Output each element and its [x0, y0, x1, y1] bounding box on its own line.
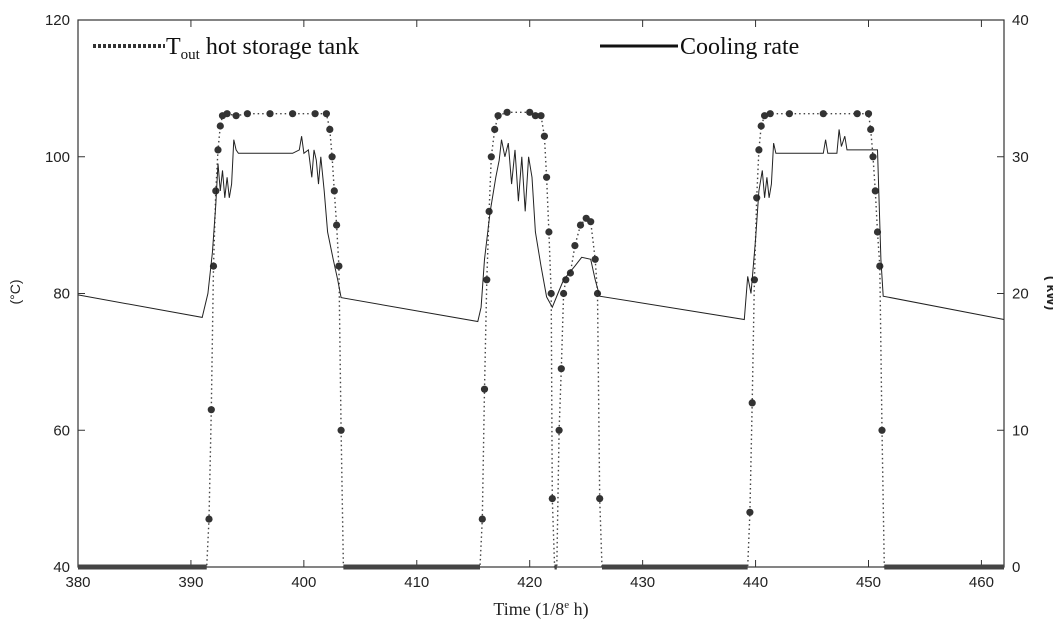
- point-tout-hot-storage-tank: [548, 495, 556, 503]
- x-axis-ticks: 380 390 400 410 420 430 440 450 460: [65, 20, 994, 591]
- point-tout-hot-storage-tank: [326, 125, 334, 133]
- x-tick-label: 380: [65, 574, 90, 591]
- point-tout-hot-storage-tank: [755, 146, 763, 154]
- point-tout-hot-storage-tank: [494, 112, 502, 120]
- point-tout-hot-storage-tank: [543, 173, 551, 181]
- point-tout-hot-storage-tank: [335, 262, 343, 270]
- point-tout-hot-storage-tank: [214, 146, 222, 154]
- y-left-axis-ticks: 40 60 80 100 120: [45, 12, 85, 576]
- y-right-axis-title: ( kW): [1044, 276, 1053, 310]
- y-left-axis-title: (°C): [7, 279, 23, 304]
- point-tout-hot-storage-tank: [766, 110, 774, 118]
- series-layer: [77, 108, 1005, 570]
- point-tout-hot-storage-tank: [207, 406, 215, 414]
- point-tout-hot-storage-tank: [547, 289, 555, 298]
- point-tout-hot-storage-tank: [871, 187, 879, 195]
- point-tout-hot-storage-tank: [555, 426, 563, 434]
- plot-frame: [77, 19, 1005, 568]
- y-left-tick-label: 100: [45, 149, 70, 166]
- series-tout-hot-storage-tank: [78, 111, 1004, 568]
- point-tout-hot-storage-tank: [591, 255, 599, 263]
- y-right-tick-label: 20: [1012, 286, 1029, 303]
- point-tout-hot-storage-tank: [328, 153, 336, 161]
- point-tout-hot-storage-tank: [483, 276, 491, 284]
- y-right-tick-label: 30: [1012, 149, 1029, 166]
- point-tout-hot-storage-tank: [212, 187, 220, 195]
- point-tout-hot-storage-tank: [819, 110, 827, 118]
- point-tout-hot-storage-tank: [232, 112, 240, 120]
- point-tout-hot-storage-tank: [330, 187, 338, 195]
- y-left-tick-label: 120: [45, 12, 70, 29]
- point-tout-hot-storage-tank: [566, 269, 575, 277]
- point-tout-hot-storage-tank: [209, 262, 218, 270]
- x-tick-label: 390: [178, 574, 203, 591]
- x-tick-label: 400: [291, 574, 316, 591]
- point-tout-hot-storage-tank: [576, 221, 585, 229]
- point-tout-hot-storage-tank: [333, 221, 341, 229]
- y-left-tick-label: 80: [53, 286, 70, 303]
- point-tout-hot-storage-tank: [503, 108, 511, 116]
- point-tout-hot-storage-tank: [487, 153, 495, 161]
- y-right-tick-label: 10: [1012, 422, 1029, 439]
- point-tout-hot-storage-tank: [761, 112, 769, 120]
- point-tout-hot-storage-tank: [531, 112, 540, 120]
- y-right-axis-ticks: 0 10 20 30 40: [997, 12, 1029, 576]
- point-tout-hot-storage-tank: [485, 207, 493, 215]
- x-tick-label: 440: [743, 574, 768, 591]
- point-tout-hot-storage-tank: [560, 289, 568, 298]
- x-tick-label: 450: [856, 574, 881, 591]
- point-tout-hot-storage-tank: [746, 508, 754, 516]
- point-tout-hot-storage-tank: [243, 110, 251, 118]
- point-tout-hot-storage-tank: [478, 515, 486, 523]
- point-tout-hot-storage-tank: [480, 385, 489, 393]
- y-right-tick-label: 0: [1012, 559, 1020, 576]
- point-tout-hot-storage-tank: [748, 399, 756, 407]
- point-tout-hot-storage-tank: [526, 108, 534, 116]
- point-tout-hot-storage-tank: [557, 365, 565, 373]
- point-tout-hot-storage-tank: [545, 228, 553, 236]
- point-tout-hot-storage-tank: [289, 110, 297, 118]
- series-cooling-rate: [77, 129, 1005, 323]
- point-tout-hot-storage-tank: [562, 276, 570, 284]
- point-tout-hot-storage-tank: [876, 262, 884, 270]
- point-tout-hot-storage-tank: [878, 426, 886, 434]
- point-tout-hot-storage-tank: [853, 110, 861, 118]
- point-tout-hot-storage-tank: [337, 426, 345, 434]
- x-axis-title: Time (1/8e h): [493, 599, 588, 620]
- point-tout-hot-storage-tank: [596, 495, 604, 503]
- point-tout-hot-storage-tank: [205, 515, 213, 523]
- point-tout-hot-storage-tank: [864, 110, 873, 118]
- legend: Tout hot storage tank Cooling rate: [93, 34, 799, 63]
- point-tout-hot-storage-tank: [223, 110, 231, 118]
- legend-cooling-label: Cooling rate: [680, 34, 799, 60]
- x-tick-label: 410: [404, 574, 429, 591]
- point-tout-hot-storage-tank: [587, 218, 595, 226]
- x-tick-label: 460: [969, 574, 994, 591]
- point-tout-hot-storage-tank: [869, 153, 877, 161]
- point-tout-hot-storage-tank: [540, 132, 549, 140]
- point-tout-hot-storage-tank: [753, 194, 761, 202]
- point-tout-hot-storage-tank: [491, 125, 499, 133]
- x-tick-label: 420: [517, 574, 542, 591]
- point-tout-hot-storage-tank: [216, 122, 224, 130]
- point-tout-hot-storage-tank: [873, 228, 882, 236]
- point-tout-hot-storage-tank: [785, 110, 794, 118]
- point-tout-hot-storage-tank: [757, 122, 765, 130]
- point-tout-hot-storage-tank: [537, 112, 545, 120]
- point-tout-hot-storage-tank: [322, 110, 330, 118]
- y-left-tick-label: 40: [53, 559, 70, 576]
- x-tick-label: 430: [630, 574, 655, 591]
- y-left-tick-label: 60: [53, 422, 70, 439]
- point-tout-hot-storage-tank: [311, 110, 319, 118]
- point-tout-hot-storage-tank: [571, 242, 579, 250]
- legend-tout-label: Tout hot storage tank: [166, 34, 359, 63]
- point-tout-hot-storage-tank: [266, 110, 274, 118]
- y-right-tick-label: 40: [1012, 12, 1029, 29]
- point-tout-hot-storage-tank: [867, 125, 875, 133]
